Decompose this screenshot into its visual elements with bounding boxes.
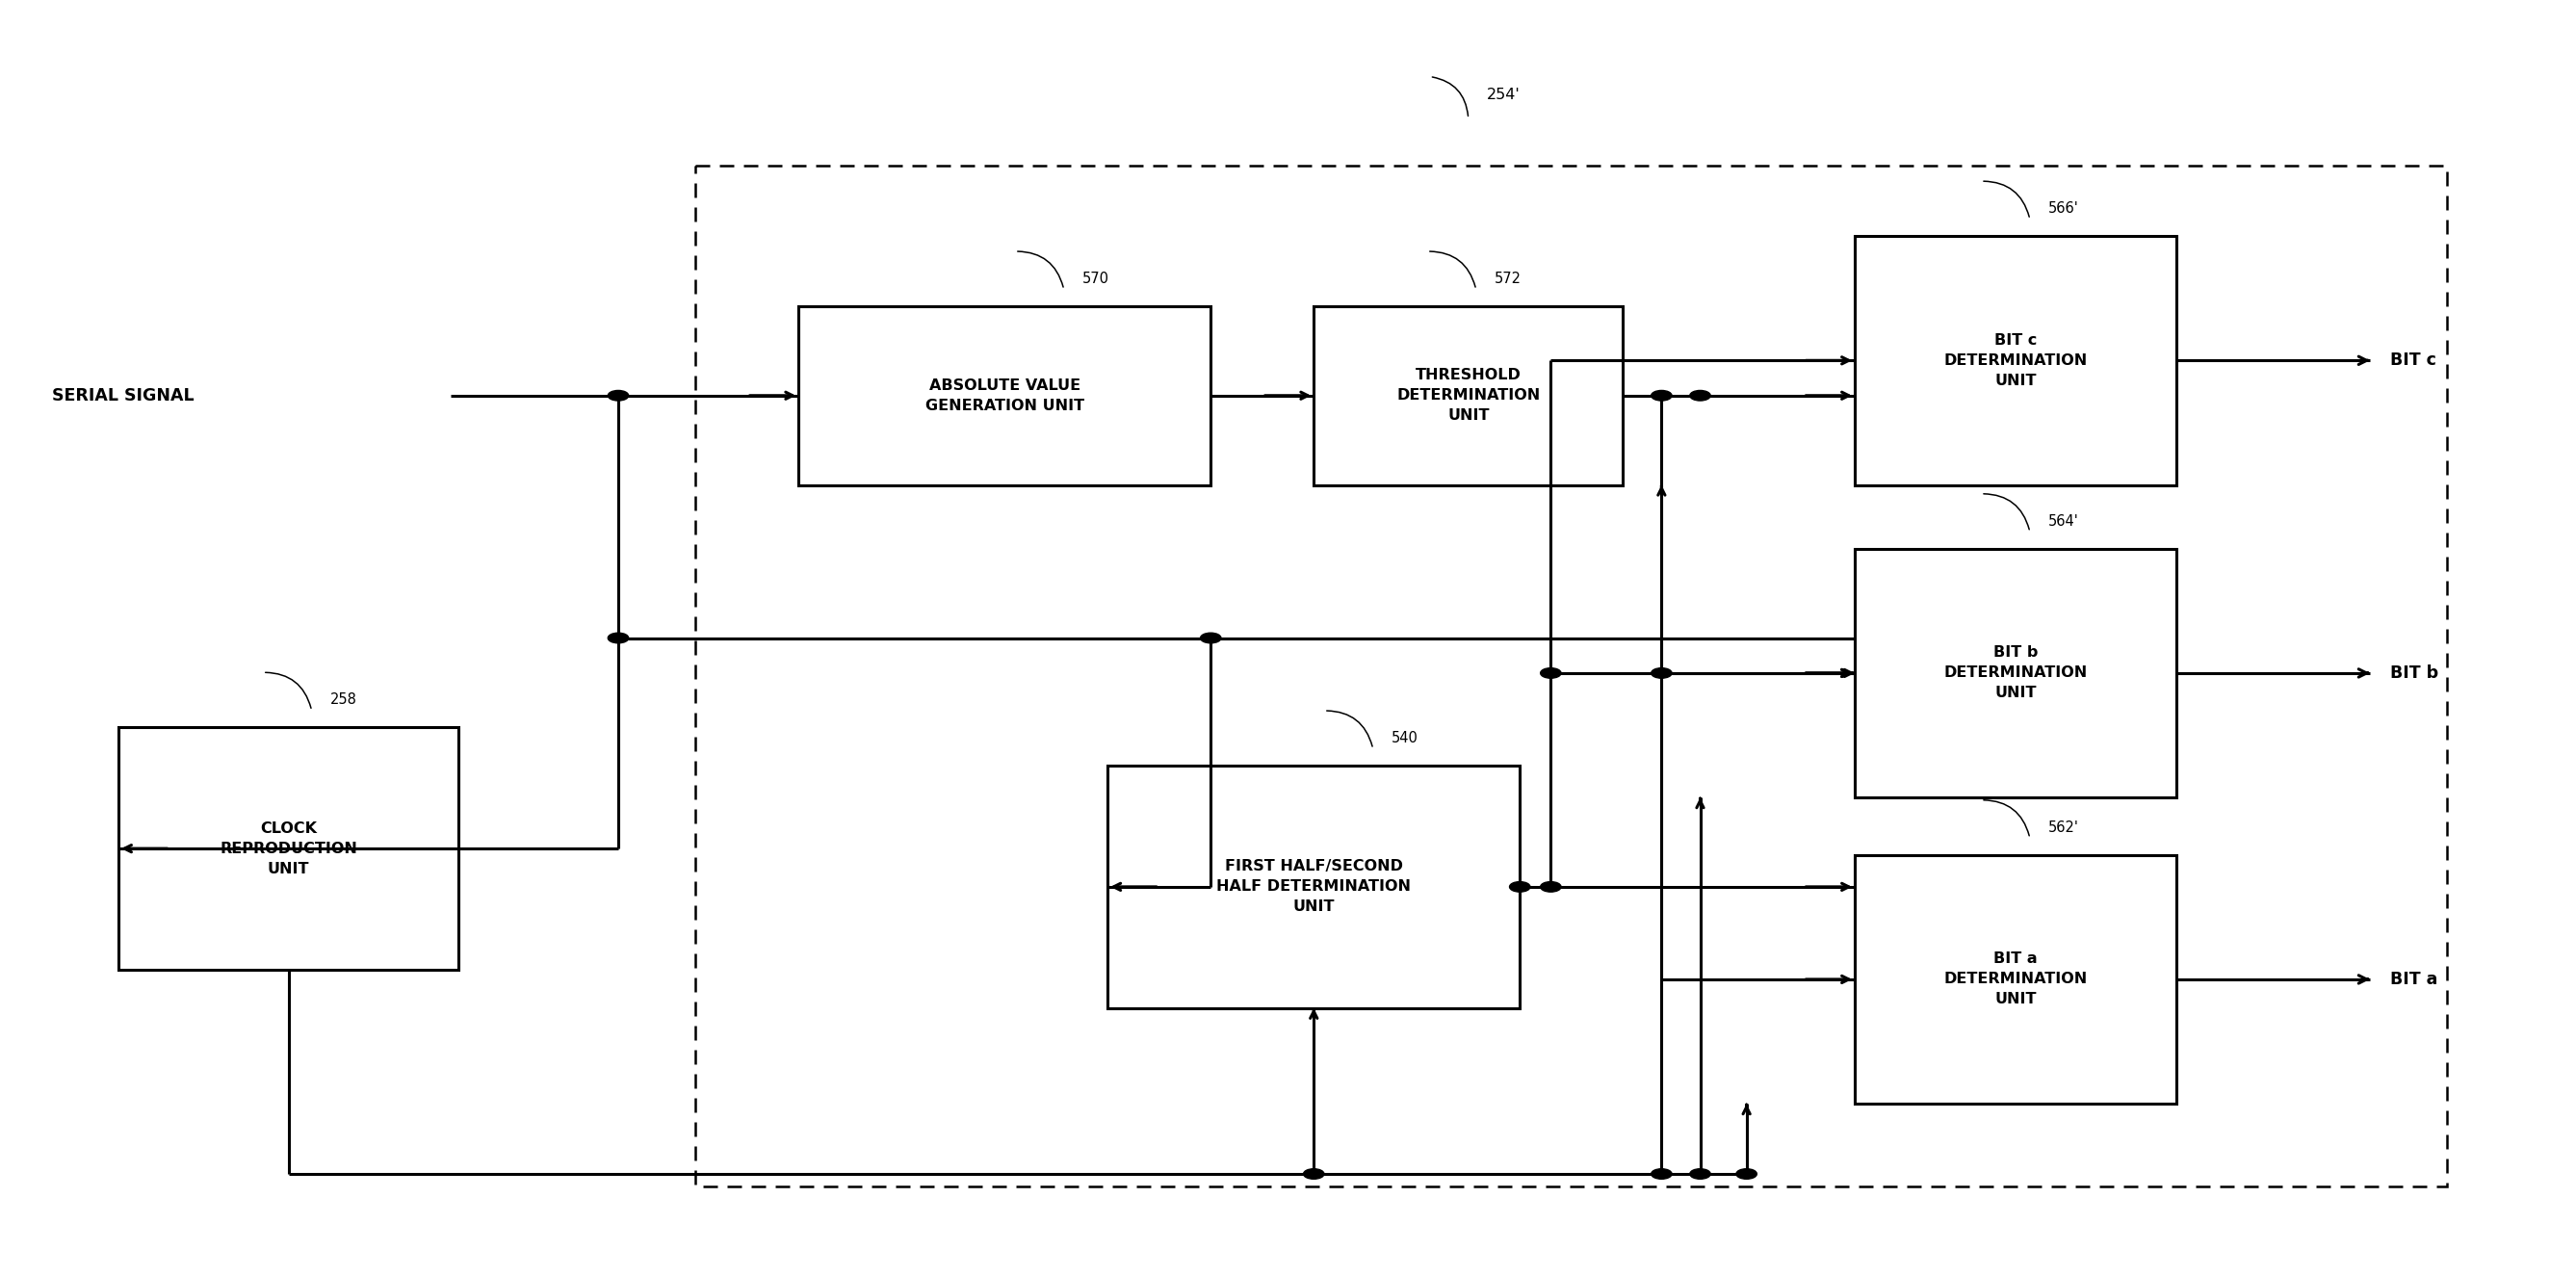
Circle shape bbox=[1690, 390, 1710, 401]
Text: BIT c
DETERMINATION
UNIT: BIT c DETERMINATION UNIT bbox=[1945, 333, 2087, 388]
Circle shape bbox=[1540, 669, 1561, 679]
Text: THRESHOLD
DETERMINATION
UNIT: THRESHOLD DETERMINATION UNIT bbox=[1396, 367, 1540, 424]
Text: 562': 562' bbox=[2048, 820, 2079, 835]
Text: 566': 566' bbox=[2048, 202, 2079, 216]
Text: 258: 258 bbox=[330, 693, 355, 707]
FancyBboxPatch shape bbox=[1314, 306, 1623, 485]
Circle shape bbox=[1200, 633, 1221, 643]
Circle shape bbox=[1736, 1169, 1757, 1179]
Circle shape bbox=[1510, 882, 1530, 892]
Text: BIT b
DETERMINATION
UNIT: BIT b DETERMINATION UNIT bbox=[1945, 646, 2087, 701]
Text: BIT b: BIT b bbox=[2391, 665, 2439, 681]
FancyBboxPatch shape bbox=[118, 727, 459, 970]
Text: BIT c: BIT c bbox=[2391, 352, 2437, 369]
Circle shape bbox=[1303, 1169, 1324, 1179]
FancyBboxPatch shape bbox=[1108, 766, 1520, 1008]
FancyBboxPatch shape bbox=[1855, 855, 2177, 1104]
Circle shape bbox=[608, 633, 629, 643]
Text: FIRST HALF/SECOND
HALF DETERMINATION
UNIT: FIRST HALF/SECOND HALF DETERMINATION UNI… bbox=[1216, 859, 1412, 915]
Text: SERIAL SIGNAL: SERIAL SIGNAL bbox=[52, 387, 193, 404]
Text: 564': 564' bbox=[2048, 514, 2079, 528]
Text: 540: 540 bbox=[1391, 731, 1417, 745]
Circle shape bbox=[1651, 390, 1672, 401]
Circle shape bbox=[1651, 1169, 1672, 1179]
Text: 254': 254' bbox=[1486, 88, 1520, 102]
Circle shape bbox=[1540, 882, 1561, 892]
FancyBboxPatch shape bbox=[1855, 549, 2177, 798]
Circle shape bbox=[608, 390, 629, 401]
Text: BIT a: BIT a bbox=[2391, 971, 2437, 988]
Text: CLOCK
REPRODUCTION
UNIT: CLOCK REPRODUCTION UNIT bbox=[219, 820, 358, 877]
Text: BIT a
DETERMINATION
UNIT: BIT a DETERMINATION UNIT bbox=[1945, 952, 2087, 1007]
FancyBboxPatch shape bbox=[799, 306, 1211, 485]
Text: 572: 572 bbox=[1494, 272, 1520, 286]
Circle shape bbox=[1690, 1169, 1710, 1179]
Text: 570: 570 bbox=[1082, 272, 1108, 286]
Text: ABSOLUTE VALUE
GENERATION UNIT: ABSOLUTE VALUE GENERATION UNIT bbox=[925, 378, 1084, 413]
FancyBboxPatch shape bbox=[1855, 236, 2177, 485]
Circle shape bbox=[1651, 669, 1672, 679]
